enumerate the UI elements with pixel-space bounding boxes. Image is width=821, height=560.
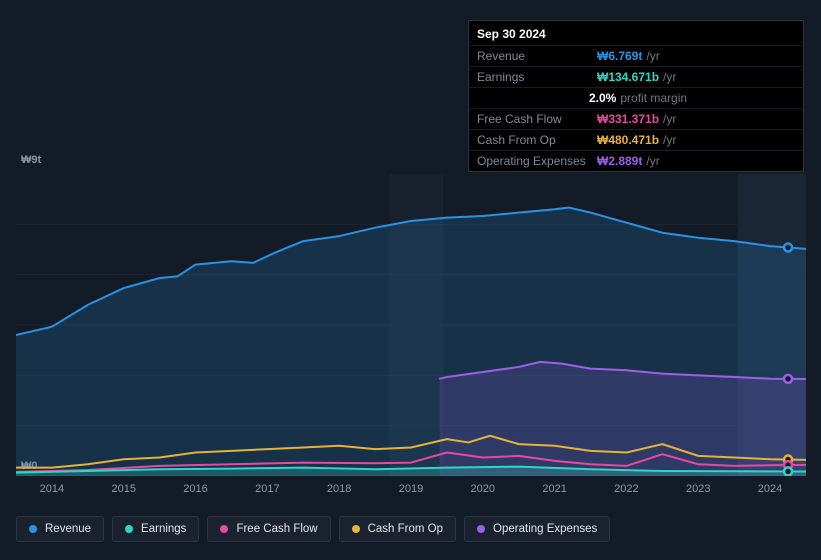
x-tick: 2019	[375, 483, 447, 503]
legend-dot-icon	[29, 525, 37, 533]
tooltip-row-label: Cash From Op	[477, 133, 597, 147]
point-tooltip: Sep 30 2024 Revenue₩6.769t/yrEarnings₩13…	[468, 20, 804, 172]
tooltip-row-unit: /yr	[663, 112, 676, 126]
tooltip-row-value: ₩6.769t	[597, 49, 642, 63]
x-tick: 2021	[519, 483, 591, 503]
tooltip-row-label: Free Cash Flow	[477, 112, 597, 126]
legend-item[interactable]: Free Cash Flow	[207, 516, 330, 542]
legend-dot-icon	[352, 525, 360, 533]
tooltip-row-label: Earnings	[477, 70, 597, 84]
tooltip-row-unit: /yr	[663, 70, 676, 84]
tooltip-row-value: ₩480.471b	[597, 133, 659, 147]
legend-item[interactable]: Operating Expenses	[464, 516, 610, 542]
tooltip-row-label: Revenue	[477, 49, 597, 63]
legend-label: Cash From Op	[368, 523, 443, 535]
legend-dot-icon	[125, 525, 133, 533]
chart-legend: Revenue Earnings Free Cash Flow Cash From O…	[16, 516, 610, 542]
legend-label: Revenue	[45, 523, 91, 535]
tooltip-row: Revenue₩6.769t/yr	[469, 45, 803, 66]
x-tick: 2017	[231, 483, 303, 503]
x-tick: 2016	[160, 483, 232, 503]
tooltip-row-value: 2.0%	[589, 91, 616, 105]
tooltip-date: Sep 30 2024	[469, 21, 803, 45]
chart-svg	[16, 174, 806, 476]
x-tick: 2020	[447, 483, 519, 503]
tooltip-row-unit: profit margin	[620, 91, 687, 105]
financials-chart[interactable]: ₩9t ₩0 201420152016201720182019202020212…	[16, 158, 806, 503]
legend-dot-icon	[220, 525, 228, 533]
tooltip-row-label: Operating Expenses	[477, 154, 597, 168]
x-tick: 2014	[16, 483, 88, 503]
legend-item[interactable]: Cash From Op	[339, 516, 456, 542]
tooltip-row: Operating Expenses₩2.889t/yr	[469, 150, 803, 171]
legend-label: Operating Expenses	[493, 523, 597, 535]
tooltip-row: Cash From Op₩480.471b/yr	[469, 129, 803, 150]
legend-label: Free Cash Flow	[236, 523, 317, 535]
tooltip-row-unit: /yr	[646, 49, 659, 63]
legend-label: Earnings	[141, 523, 186, 535]
legend-item[interactable]: Earnings	[112, 516, 199, 542]
legend-item[interactable]: Revenue	[16, 516, 104, 542]
legend-dot-icon	[477, 525, 485, 533]
x-tick: 2015	[88, 483, 160, 503]
tooltip-row: Earnings₩134.671b/yr	[469, 66, 803, 87]
tooltip-row-value: ₩134.671b	[597, 70, 659, 84]
x-tick: 2023	[662, 483, 734, 503]
x-tick: 2018	[303, 483, 375, 503]
tooltip-row-unit: /yr	[646, 154, 659, 168]
tooltip-row-value: ₩331.371b	[597, 112, 659, 126]
tooltip-row-unit: /yr	[663, 133, 676, 147]
x-axis: 2014201520162017201820192020202120222023…	[16, 483, 806, 503]
tooltip-row: Free Cash Flow₩331.371b/yr	[469, 108, 803, 129]
y-tick-top: ₩9t	[21, 154, 41, 166]
tooltip-row: 2.0% profit margin	[469, 87, 803, 108]
tooltip-row-value: ₩2.889t	[597, 154, 642, 168]
x-tick: 2024	[734, 483, 806, 503]
x-tick: 2022	[591, 483, 663, 503]
